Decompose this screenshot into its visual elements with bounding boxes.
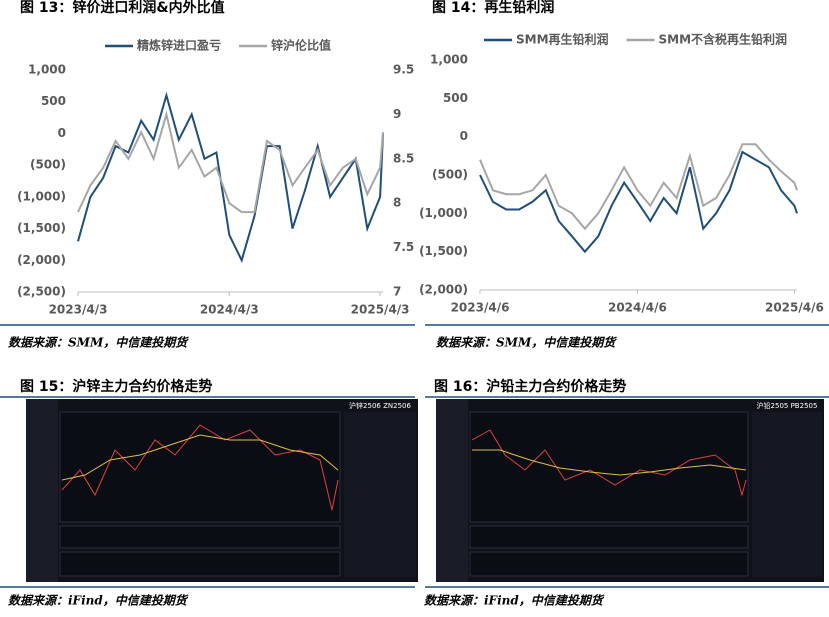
legend-label: SMM再生铅利润 [516, 32, 609, 47]
y-tick-label: 500 [41, 94, 66, 108]
source: 数据来源：SMM，中信建投期货 [8, 336, 189, 350]
series-line [479, 143, 798, 231]
y2-tick-label: 8.5 [393, 151, 414, 165]
y2-tick-label: 9 [393, 107, 401, 121]
figure-title: 图 15：沪锌主力合约价格走势 [20, 378, 212, 395]
y-tick-label: (2,000) [419, 283, 468, 297]
legend-label: SMM不含税再生铅利润 [659, 32, 788, 47]
y2-tick-label: 7 [393, 285, 401, 299]
y-tick-label: 0 [58, 126, 66, 140]
y-tick-label: (2,000) [17, 253, 66, 267]
x-tick-label: 2025/4/3 [351, 303, 410, 317]
x-tick-label: 2023/4/3 [49, 303, 108, 317]
y-tick-label: 1,000 [28, 63, 66, 77]
figure-title: 图 16：沪铅主力合约价格走势 [434, 378, 626, 395]
y-tick-label: (1,500) [17, 221, 66, 235]
y-tick-label: 0 [460, 129, 468, 143]
figure-title: 图 14：再生铅利润 [432, 0, 554, 16]
x-tick-label: 2023/4/6 [451, 301, 510, 315]
y-tick-label: (2,500) [17, 285, 66, 299]
y-tick-label: (1,000) [419, 206, 468, 220]
screen-label: 沪铅2505 PB2505 [757, 401, 818, 410]
series-line [479, 150, 798, 254]
y-tick-label: (1,500) [419, 244, 468, 258]
figure-title: 图 13：锌价进口利润&内外比值 [20, 0, 225, 16]
screenshot: 沪铅2505 PB2505 [436, 399, 824, 582]
legend-label: 锌沪伦比值 [271, 38, 331, 53]
source: 数据来源：iFind，中信建投期货 [8, 594, 189, 608]
screen-label: 沪锌2506 ZN2506 [349, 401, 411, 410]
legend-label: 精炼锌进口盈亏 [137, 38, 221, 53]
source: 数据来源：SMM，中信建投期货 [436, 336, 617, 350]
y-tick-label: 500 [443, 91, 468, 105]
y2-tick-label: 8 [393, 196, 401, 210]
y-tick-label: (500) [432, 168, 468, 182]
y-tick-label: (500) [30, 158, 66, 172]
y2-tick-label: 7.5 [393, 240, 414, 254]
x-tick-label: 2024/4/3 [200, 303, 259, 317]
source: 数据来源：iFind，中信建投期货 [424, 594, 605, 608]
x-tick-label: 2025/4/6 [765, 301, 824, 315]
series-line [77, 110, 384, 214]
x-tick-label: 2024/4/6 [608, 301, 667, 315]
y-tick-label: (1,000) [17, 189, 66, 203]
screenshot: 沪锌2506 ZN2506 [26, 399, 418, 582]
series-line [77, 91, 384, 264]
y2-tick-label: 9.5 [393, 63, 414, 77]
y-tick-label: 1,000 [430, 53, 468, 67]
